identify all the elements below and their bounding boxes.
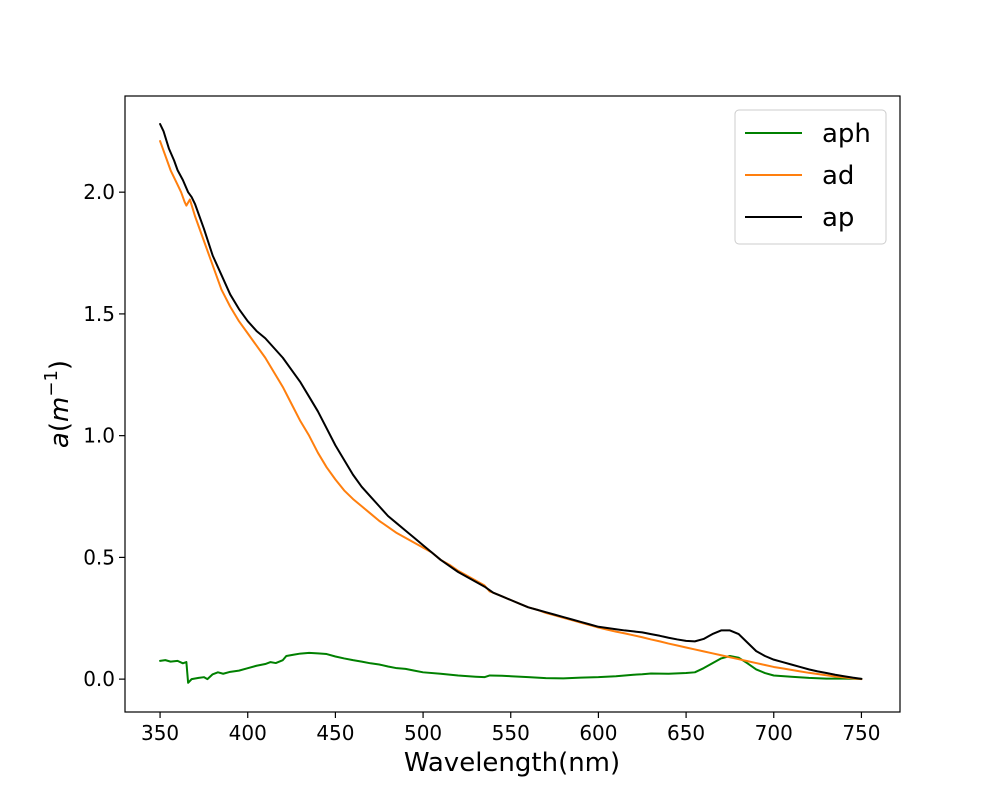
x-tick-label: 400 [229,721,267,745]
y-axis-ticks: 0.0 0.5 1.0 1.5 2.0 [83,180,125,691]
legend-frame [734,109,887,245]
y-tick-label: 0.5 [83,545,115,569]
x-tick-label: 600 [579,721,617,745]
x-tick-label: 450 [316,721,354,745]
x-tick-label: 750 [842,721,880,745]
x-tick-label: 550 [492,721,530,745]
y-axis-title-close: ) [45,360,75,370]
y-axis-title-open: ( [45,422,75,432]
y-axis-title-sup: −1 [41,370,62,397]
legend-items: aph ad ap [745,119,871,233]
plot-frame [124,95,901,713]
y-axis-title-base: a [45,432,75,448]
x-tick-label: 650 [667,721,705,745]
x-tick-label: 700 [755,721,793,745]
legend: aph ad ap [734,109,887,245]
x-axis-title: Wavelength(nm) [404,748,620,778]
y-axis-title: a(m−1) [41,360,75,448]
x-axis-ticks: 350 400 450 500 550 600 650 700 750 [141,712,881,745]
y-tick-label: 0.0 [83,667,115,691]
y-axis-title-var: m [45,397,75,422]
series-line-aph [159,651,863,684]
legend-label-aph: aph [822,119,871,149]
series-layer [159,123,863,684]
y-tick-label: 1.5 [83,302,115,326]
y-tick-label: 1.0 [83,424,115,448]
legend-label-ap: ap [822,203,854,233]
x-tick-label: 500 [404,721,442,745]
series-line-ap [159,123,863,680]
legend-label-ad: ad [822,161,854,191]
y-tick-label: 2.0 [83,180,115,204]
x-tick-label: 350 [141,721,179,745]
